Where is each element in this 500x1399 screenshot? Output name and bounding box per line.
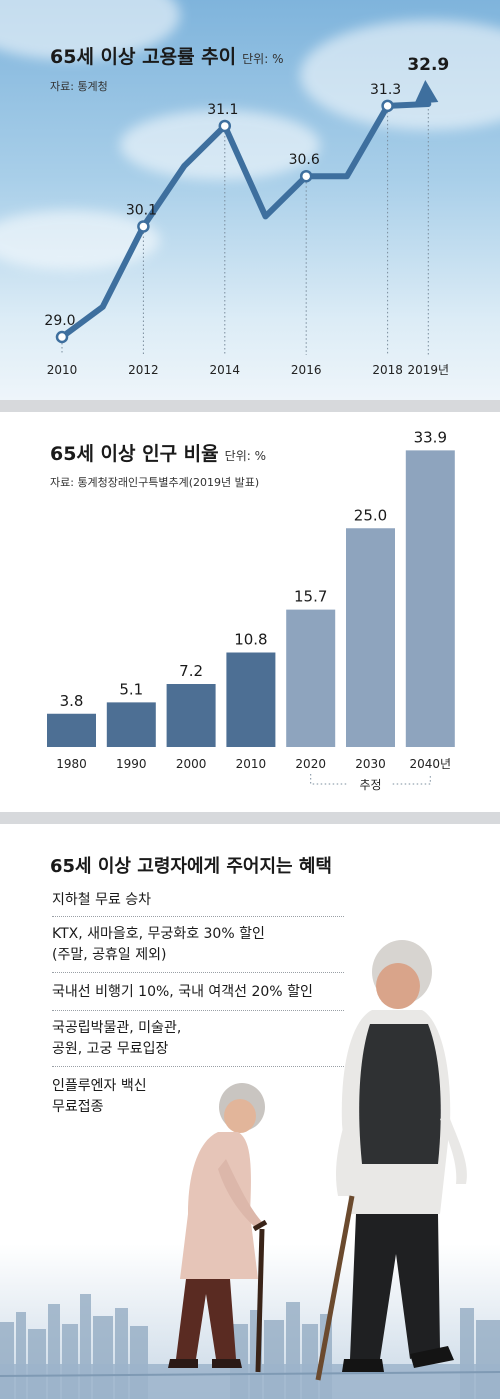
bar bbox=[226, 652, 276, 747]
benefit-item: KTX, 새마을호, 무궁화호 30% 할인 (주말, 공휴일 제외) bbox=[52, 926, 265, 963]
data-label: 30.1 bbox=[126, 202, 157, 218]
data-label: 32.9 bbox=[407, 55, 449, 75]
x-tick-label: 2040년 bbox=[410, 757, 452, 771]
projection-label-bg bbox=[348, 777, 393, 791]
x-tick-label: 1980 bbox=[56, 757, 87, 771]
population-chart-panel: 65세 이상 인구 비율 단위: % 자료: 통계청장래인구특별추계(2019년 … bbox=[0, 412, 500, 812]
x-tick-label: 2010 bbox=[47, 363, 78, 377]
data-point bbox=[299, 169, 313, 183]
data-label: 29.0 bbox=[44, 313, 75, 329]
data-label: 31.1 bbox=[207, 102, 238, 118]
projection-label: 추정 bbox=[359, 778, 381, 792]
bar-value-label: 10.8 bbox=[234, 631, 267, 649]
data-point bbox=[381, 99, 394, 113]
benefit-item: 국내선 비행기 10%, 국내 여객선 20% 할인 bbox=[52, 984, 313, 1000]
bar bbox=[405, 450, 455, 747]
x-tick-label: 2016 bbox=[291, 363, 322, 377]
data-label: 30.6 bbox=[289, 152, 320, 168]
population-source: 자료: 통계청장래인구특별추계(2019년 발표) bbox=[50, 476, 260, 489]
employment-unit: 단위: % bbox=[242, 52, 284, 66]
bar bbox=[166, 684, 216, 747]
benefits-panel: 65세 이상 고령자에게 주어지는 혜택 지하철 무료 승차 KTX, 새마을호… bbox=[0, 824, 500, 1399]
benefit-item: 지하철 무료 승차 bbox=[52, 892, 152, 908]
benefit-separator bbox=[52, 972, 344, 973]
employment-chart-panel: 65세 이상 고용률 추이 단위: % 자료: 통계청 29.0 30.1 31.1 3… bbox=[0, 0, 500, 400]
x-tick-label: 1990 bbox=[116, 757, 147, 771]
bar-value-label: 7.2 bbox=[179, 662, 203, 680]
bar-value-label: 3.8 bbox=[60, 692, 84, 710]
x-tick-label: 2012 bbox=[128, 363, 159, 377]
x-tick-label: 2019년 bbox=[408, 363, 450, 377]
x-tick-label: 2020 bbox=[295, 757, 326, 771]
employment-title: 65세 이상 고용률 추이 단위: % bbox=[50, 46, 284, 68]
population-title: 65세 이상 인구 비율 단위: % bbox=[50, 443, 266, 465]
benefit-separator bbox=[52, 1066, 344, 1067]
benefit-item: 인플루엔자 백신 무료접종 bbox=[52, 1078, 147, 1115]
elderly-couple-illustration bbox=[0, 940, 500, 1399]
x-tick-label: 2030 bbox=[355, 757, 386, 771]
data-point bbox=[218, 119, 232, 133]
benefit-separator bbox=[52, 1010, 344, 1011]
bar-value-label: 5.1 bbox=[119, 680, 143, 698]
x-tick-label: 2000 bbox=[176, 757, 207, 771]
bar-value-label: 15.7 bbox=[294, 588, 327, 606]
benefit-separator bbox=[52, 916, 344, 917]
section-divider bbox=[0, 812, 500, 824]
bar-value-label: 33.9 bbox=[414, 428, 447, 446]
data-point bbox=[55, 330, 69, 344]
x-tick-label: 2010 bbox=[236, 757, 267, 771]
employment-series-line bbox=[59, 101, 432, 340]
benefits-title: 65세 이상 고령자에게 주어지는 혜택 bbox=[50, 856, 332, 877]
bar bbox=[346, 528, 395, 747]
x-tick-label: 2018 bbox=[372, 363, 403, 377]
bar-value-label: 25.0 bbox=[354, 506, 387, 524]
employment-source: 자료: 통계청 bbox=[50, 80, 108, 93]
elderly-woman-figure bbox=[168, 1083, 268, 1373]
data-point bbox=[137, 220, 150, 233]
section-divider bbox=[0, 400, 500, 412]
elderly-man-figure bbox=[315, 940, 467, 1381]
bar bbox=[286, 609, 336, 747]
bar bbox=[47, 713, 96, 747]
benefit-item: 국공립박물관, 미술관, 공원, 고궁 무료입장 bbox=[52, 1020, 182, 1057]
x-tick-label: 2014 bbox=[210, 363, 241, 377]
line-arrow-head bbox=[414, 80, 439, 104]
projection-bracket bbox=[310, 774, 431, 785]
bar bbox=[106, 702, 156, 747]
employment-line-chart: 29.0 30.1 31.1 30.6 31.3 32.9 2010 2012 2014 2016… bbox=[44, 55, 450, 377]
population-unit: 단위: % bbox=[224, 449, 266, 463]
data-label: 31.3 bbox=[370, 82, 401, 98]
population-bar-chart: 3.8 1980 5.1 1990 7.2 2000 10.8 2010 15.7 2020 25.… bbox=[47, 428, 455, 792]
